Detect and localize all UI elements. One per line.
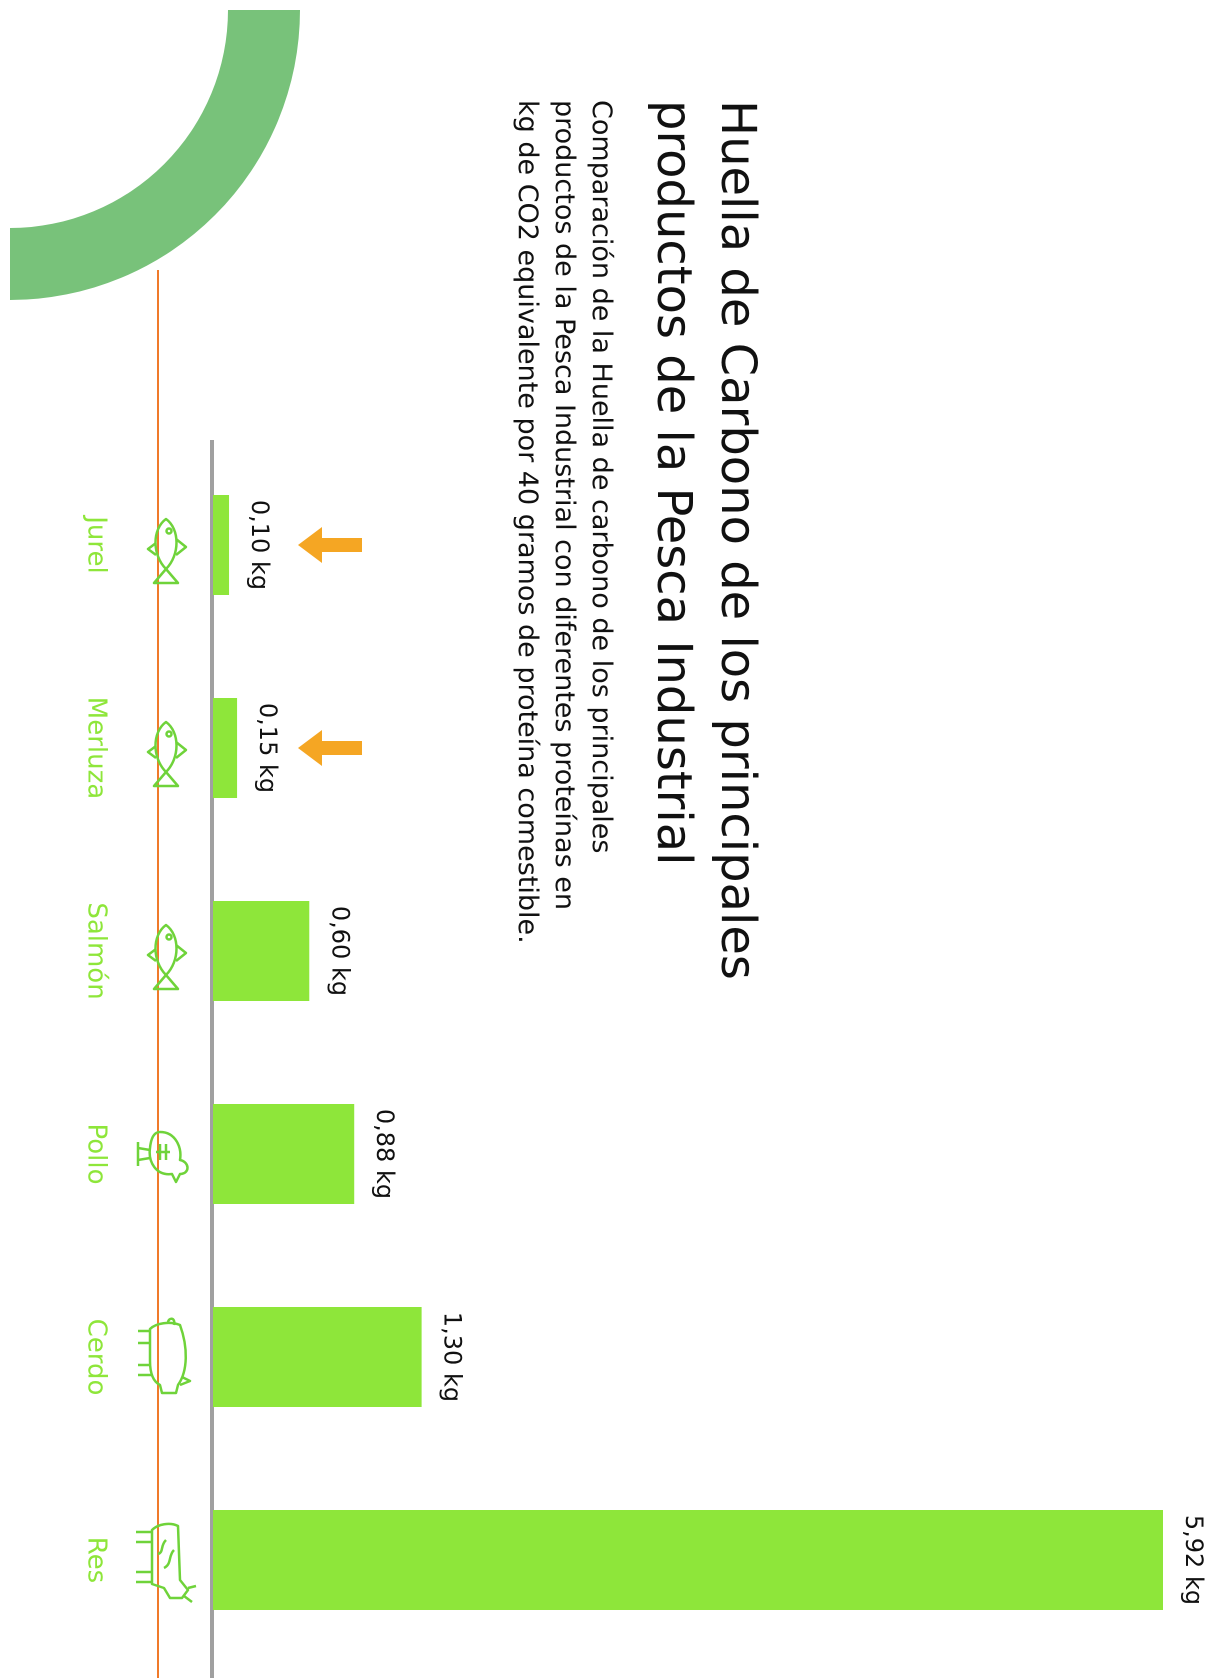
value-label-1: 0,15 kg	[254, 703, 282, 793]
highlight-arrow-icon	[298, 730, 362, 766]
category-label-4: Cerdo	[82, 1319, 112, 1396]
bar-3	[213, 1104, 355, 1204]
bar-1	[213, 698, 238, 798]
cow-icon	[136, 1522, 197, 1603]
fish-icon	[146, 923, 188, 991]
fish-icon	[146, 720, 188, 788]
value-label-0: 0,10 kg	[246, 500, 274, 590]
highlight-arrow-icon	[298, 527, 362, 563]
category-label-5: Res	[82, 1537, 112, 1583]
decorative-arc	[10, 10, 300, 300]
bar-2	[213, 901, 310, 1001]
value-label-2: 0,60 kg	[326, 906, 354, 996]
category-label-3: Pollo	[82, 1123, 112, 1184]
arc-shape	[10, 10, 300, 300]
pig-icon	[138, 1317, 192, 1395]
value-label-4: 1,30 kg	[439, 1312, 467, 1402]
bar-5	[213, 1510, 1163, 1610]
category-label-2: Salmón	[82, 902, 112, 999]
value-label-3: 0,88 kg	[371, 1109, 399, 1199]
value-label-5: 5,92 kg	[1180, 1515, 1208, 1605]
bar-0	[213, 495, 230, 595]
chicken-icon	[136, 1130, 189, 1184]
category-label-1: Merluza	[82, 697, 112, 799]
category-label-0: Jurel	[82, 514, 112, 573]
bar-4	[213, 1307, 422, 1407]
fish-icon	[146, 517, 188, 585]
